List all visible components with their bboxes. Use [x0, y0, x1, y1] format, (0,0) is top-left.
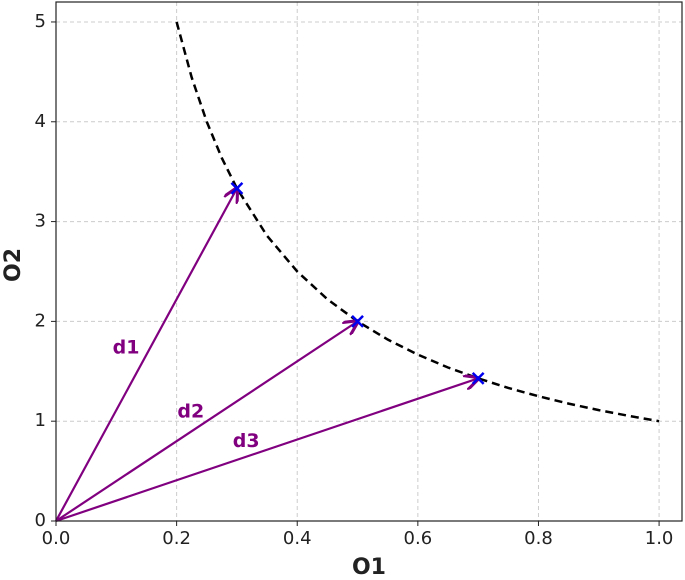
arrow — [55, 321, 358, 522]
x-tick-label: 1.0 — [645, 528, 674, 549]
x-axis-label: O1 — [352, 555, 386, 580]
y-tick-label: 4 — [35, 111, 46, 132]
axes-frame — [55, 1, 683, 522]
x-tick-label: 0.0 — [42, 528, 71, 549]
y-tick-label: 2 — [35, 310, 46, 331]
arrow — [55, 378, 478, 523]
x-tick-label: 0.6 — [404, 528, 433, 549]
arrow-label: d1 — [113, 337, 140, 359]
arrow-label: d3 — [233, 430, 260, 452]
x-tick-label: 0.8 — [524, 528, 553, 549]
y-tick-label: 1 — [35, 410, 46, 431]
y-tick-label: 0 — [35, 510, 46, 531]
point — [351, 315, 364, 328]
y-tick-label: 3 — [35, 211, 46, 232]
point — [230, 181, 244, 195]
y-tick-label: 5 — [35, 11, 46, 32]
x-tick-label: 0.4 — [283, 528, 312, 549]
arrow — [55, 188, 237, 522]
y-axis-label: O2 — [1, 248, 26, 282]
x-tick-label: 0.2 — [162, 528, 191, 549]
arrow-label: d2 — [177, 401, 204, 423]
curve — [175, 21, 660, 423]
point — [471, 371, 485, 385]
